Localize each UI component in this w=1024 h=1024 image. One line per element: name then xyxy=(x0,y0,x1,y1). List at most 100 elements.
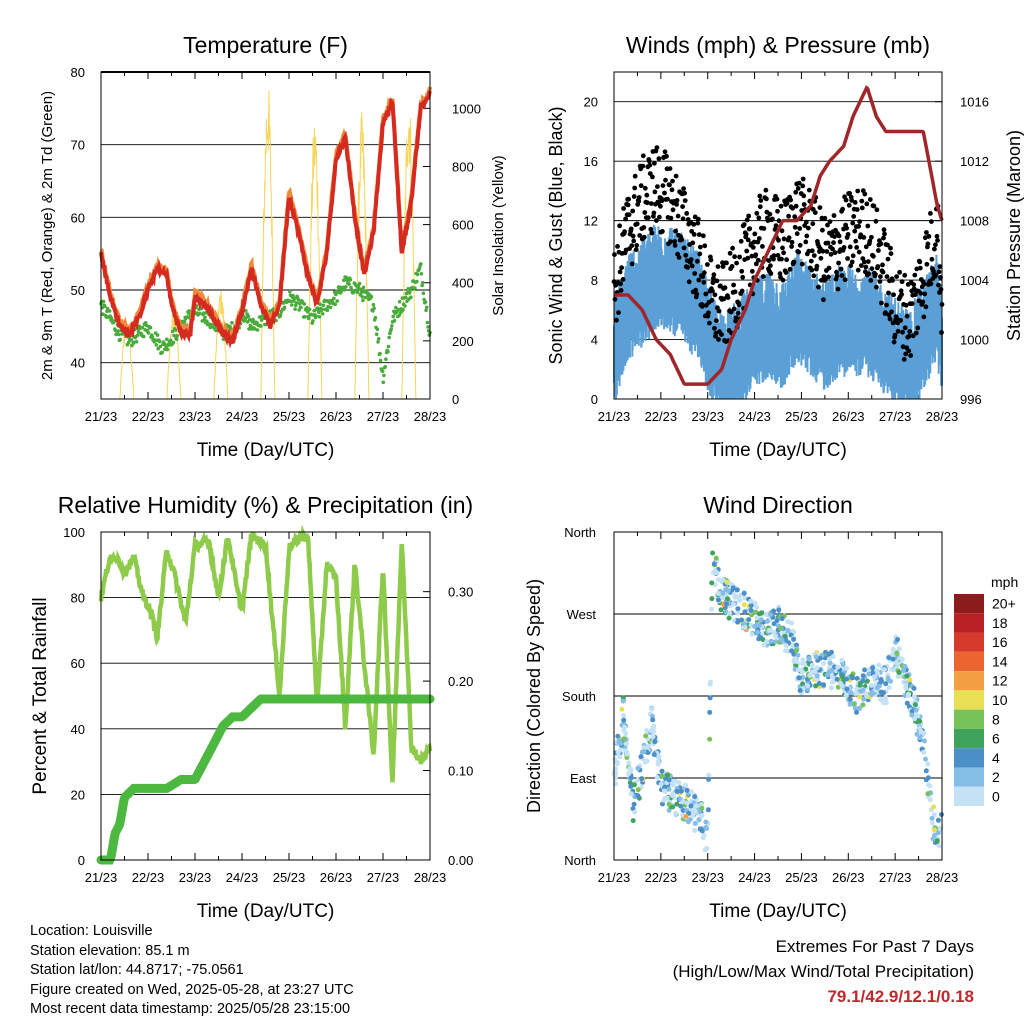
direction-point xyxy=(893,660,899,665)
gust-point xyxy=(849,259,855,265)
gust-point xyxy=(713,330,719,336)
gust-point xyxy=(921,314,927,320)
dewpoint-point xyxy=(317,310,321,315)
dewpoint-point xyxy=(357,281,362,286)
direction-point xyxy=(635,793,641,799)
gust-point xyxy=(703,291,709,297)
direction-point xyxy=(737,592,743,598)
direction-point xyxy=(630,818,636,824)
gust-point xyxy=(859,198,865,204)
colorbar-swatch xyxy=(954,767,984,787)
direction-point xyxy=(646,743,652,749)
direction-point xyxy=(857,694,863,700)
gust-point xyxy=(712,292,718,298)
dewpoint-point xyxy=(382,373,386,378)
direction-point xyxy=(666,786,672,792)
direction-point xyxy=(709,580,715,586)
gust-point xyxy=(761,226,767,231)
direction-point xyxy=(807,672,813,678)
gust-point xyxy=(899,292,904,297)
gust-point xyxy=(642,210,648,215)
direction-point xyxy=(661,788,667,794)
y-tick-label: 0 xyxy=(591,392,598,407)
dewpoint-point xyxy=(246,314,251,319)
direction-point xyxy=(716,591,722,597)
gust-point xyxy=(891,292,896,298)
gust-point xyxy=(697,251,703,257)
direction-point xyxy=(794,642,799,648)
dewpoint-point xyxy=(146,331,151,335)
direction-point xyxy=(767,612,773,618)
dewpoint-point xyxy=(401,307,405,312)
y2-tick-label: 400 xyxy=(452,276,474,291)
direction-point xyxy=(783,643,789,649)
y2-tick-label: 1004 xyxy=(960,273,989,288)
gust-point xyxy=(640,153,646,159)
gust-point xyxy=(776,237,781,243)
direction-point xyxy=(702,847,708,853)
direction-point xyxy=(761,642,767,648)
gust-point xyxy=(648,226,654,232)
gust-point xyxy=(784,257,789,263)
direction-point xyxy=(771,629,777,635)
gust-point xyxy=(736,302,742,308)
gust-point xyxy=(780,245,785,251)
gust-point xyxy=(693,287,699,293)
direction-point xyxy=(752,600,758,606)
gust-point xyxy=(629,261,635,267)
colorbar-label: 18 xyxy=(992,615,1008,631)
direction-point xyxy=(635,777,641,783)
gust-point xyxy=(781,236,787,242)
direction-point xyxy=(857,688,863,694)
direction-point xyxy=(771,608,777,614)
gust-point xyxy=(883,310,888,316)
gust-point xyxy=(737,254,742,260)
gust-point xyxy=(756,236,762,241)
gust-point xyxy=(668,239,673,245)
gust-point xyxy=(885,242,890,248)
direction-point xyxy=(715,577,721,583)
gust-point xyxy=(839,273,845,278)
gust-point xyxy=(644,192,650,198)
direction-point xyxy=(741,602,747,608)
direction-point xyxy=(895,637,900,642)
gust-point xyxy=(876,248,881,253)
gust-point xyxy=(618,288,624,293)
plot-frame xyxy=(100,71,431,400)
direction-point xyxy=(658,781,664,787)
gust-point xyxy=(741,222,747,227)
direction-point xyxy=(669,792,675,798)
gust-point xyxy=(645,215,651,221)
gust-point xyxy=(796,180,802,186)
gust-point xyxy=(779,228,785,234)
direction-point xyxy=(781,629,787,635)
gust-point xyxy=(891,339,897,345)
gust-point xyxy=(888,245,893,251)
gust-point xyxy=(787,266,793,272)
dewpoint-point xyxy=(409,295,413,300)
gust-point xyxy=(680,204,685,210)
gust-point xyxy=(830,246,835,252)
y2-tick-label: 0 xyxy=(452,392,459,407)
gust-point xyxy=(667,166,673,172)
dewpoint-point xyxy=(187,309,191,313)
gust-point xyxy=(795,186,801,191)
gust-point xyxy=(856,249,862,255)
gust-point xyxy=(626,196,631,202)
gust-point xyxy=(831,240,836,246)
dewpoint-point xyxy=(423,300,428,304)
dewpoint-point xyxy=(103,304,107,309)
direction-point xyxy=(754,615,760,621)
direction-point xyxy=(676,780,682,786)
direction-point xyxy=(737,597,743,603)
gust-point xyxy=(778,203,784,209)
dewpoint-point xyxy=(230,320,234,325)
y-tick-label: South xyxy=(562,689,596,704)
gust-point xyxy=(709,297,715,303)
direction-point xyxy=(883,695,889,701)
humidity-precip-panel: Relative Humidity (%) & Precipitation (i… xyxy=(30,492,473,922)
gust-point xyxy=(826,274,831,280)
gust-point xyxy=(921,281,927,287)
direction-point xyxy=(826,669,832,675)
gust-point xyxy=(745,237,751,243)
